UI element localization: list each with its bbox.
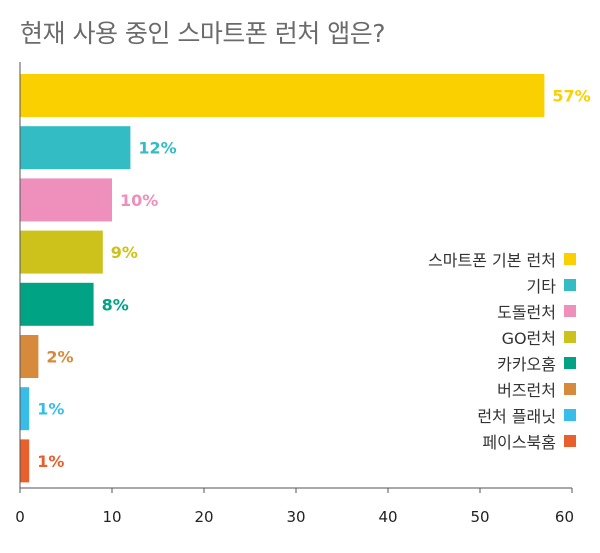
legend-swatch xyxy=(564,279,576,291)
bar-7 xyxy=(20,387,30,431)
x-tick-label-50: 50 xyxy=(470,508,489,526)
bar-8 xyxy=(20,439,30,483)
bar-3 xyxy=(20,178,112,222)
legend-item-8: 페이스북홈 xyxy=(428,428,576,454)
bars-group: 57% 12% 10% 9% 8% 2% 1% 1% xyxy=(20,74,591,483)
x-tick-label-20: 20 xyxy=(194,508,213,526)
bar-1 xyxy=(20,74,545,117)
x-tick-label-10: 10 xyxy=(102,508,121,526)
legend-item-1: 스마트폰 기본 런처 xyxy=(428,246,576,272)
bar-2 xyxy=(20,126,131,170)
x-tick-label-0: 0 xyxy=(15,508,25,526)
x-tick-label-40: 40 xyxy=(378,508,397,526)
bar-value-label-8: 1% xyxy=(37,452,64,471)
legend-label: 버즈런처 xyxy=(497,381,556,400)
legend-item-5: 카카오홈 xyxy=(428,350,576,376)
legend-label: 기타 xyxy=(526,277,556,296)
x-tick-label-30: 30 xyxy=(286,508,305,526)
legend-swatch xyxy=(564,253,576,265)
bar-value-label-4: 9% xyxy=(111,243,138,262)
legend-swatch xyxy=(564,435,576,447)
x-tick-label-60: 60 xyxy=(555,508,574,526)
legend-swatch xyxy=(564,305,576,317)
legend-swatch xyxy=(564,357,576,369)
bar-4 xyxy=(20,230,103,274)
legend-swatch xyxy=(564,331,576,343)
legend-label: GO런처 xyxy=(501,329,556,348)
bar-6 xyxy=(20,335,39,378)
legend-item-6: 버즈런처 xyxy=(428,376,576,402)
chart-title: 현재 사용 중인 스마트폰 런처 앱은? xyxy=(20,19,386,48)
legend-label: 페이스북홈 xyxy=(482,433,556,452)
bar-value-label-3: 10% xyxy=(120,191,158,210)
axes-group: 0 10 20 30 40 50 60 xyxy=(15,62,574,526)
legend-item-2: 기타 xyxy=(428,272,576,298)
legend-item-4: GO런처 xyxy=(428,324,576,350)
legend-label: 카카오홈 xyxy=(497,355,556,374)
legend-label: 런처 플래닛 xyxy=(477,407,556,426)
bar-value-label-1: 57% xyxy=(552,87,590,106)
bar-5 xyxy=(20,282,94,326)
bar-value-label-5: 8% xyxy=(102,295,129,314)
legend-swatch xyxy=(564,409,576,421)
bar-value-label-2: 12% xyxy=(138,139,176,158)
legend-label: 도돌런처 xyxy=(497,303,556,322)
legend-swatch xyxy=(564,383,576,395)
bar-value-label-7: 1% xyxy=(37,400,64,419)
bar-value-label-6: 2% xyxy=(46,348,73,367)
legend-item-7: 런처 플래닛 xyxy=(428,402,576,428)
legend-label: 스마트폰 기본 런처 xyxy=(428,251,556,270)
legend-item-3: 도돌런처 xyxy=(428,298,576,324)
